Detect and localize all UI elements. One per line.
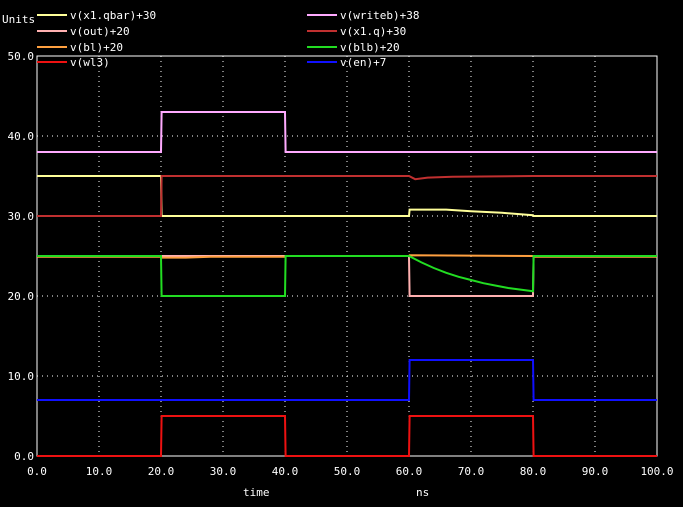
y-tick-label: 10.0: [8, 370, 35, 383]
x-tick-label: 20.0: [148, 465, 175, 478]
series-line: [37, 255, 657, 297]
tick-labels: 0.0 10.0 20.0 30.0 40.0 50.0 60.0 70.0 80.0 90.0 1…: [8, 50, 674, 478]
series-line: [37, 359, 657, 401]
y-tick-label: 40.0: [8, 130, 35, 143]
x-tick-label: 60.0: [396, 465, 423, 478]
y-tick-label: 30.0: [8, 210, 35, 223]
legend-label: v(x1.q)+30: [340, 25, 406, 38]
x-tick-label: 90.0: [582, 465, 609, 478]
legend-label: v(x1.qbar)+30: [70, 9, 156, 22]
legend-label: v(writeb)+38: [340, 9, 419, 22]
x-tick-label: 100.0: [640, 465, 673, 478]
x-tick-label: 50.0: [334, 465, 361, 478]
y-tick-label: 0.0: [14, 450, 34, 463]
series-line: [37, 111, 657, 153]
series-line: [37, 415, 657, 457]
legend-label: v(blb)+20: [340, 41, 400, 54]
legend-label: v(wl3): [70, 56, 110, 69]
x-tick-label: 10.0: [86, 465, 113, 478]
x-axis-label: time: [243, 486, 270, 499]
x-tick-label: 70.0: [458, 465, 485, 478]
units-label: Units: [2, 13, 35, 26]
legend-label: v(en)+7: [340, 56, 386, 69]
legend-label: v(out)+20: [70, 25, 130, 38]
y-tick-label: 50.0: [8, 50, 35, 63]
x-tick-label: 40.0: [272, 465, 299, 478]
series-lines: [37, 111, 657, 457]
series-line: [37, 175, 657, 217]
legend: v(x1.qbar)+30 v(writeb)+38 v(out)+20 v(x1.q…: [37, 9, 419, 69]
x-tick-label: 80.0: [520, 465, 547, 478]
y-tick-label: 20.0: [8, 290, 35, 303]
x-tick-label: 30.0: [210, 465, 237, 478]
x-axis-unit: ns: [416, 486, 429, 499]
x-tick-label: 0.0: [27, 465, 47, 478]
legend-label: v(bl)+20: [70, 41, 123, 54]
